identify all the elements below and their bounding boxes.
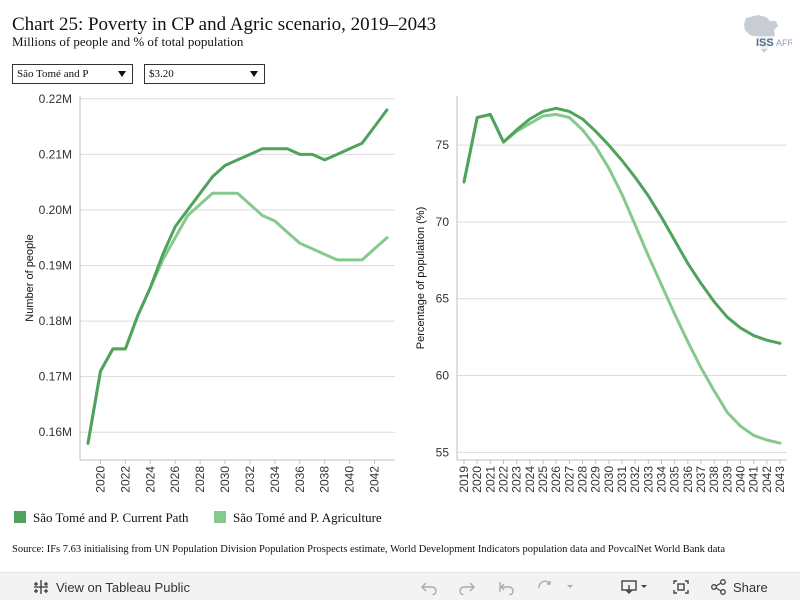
x-tick-label: 2043 bbox=[773, 466, 787, 493]
x-tick-label: 2042 bbox=[760, 466, 774, 493]
x-tick-label: 2036 bbox=[681, 466, 695, 493]
y-tick-label: 70 bbox=[436, 215, 450, 229]
tableau-logo-icon bbox=[34, 580, 48, 594]
series-line bbox=[462, 112, 782, 445]
share-icon[interactable] bbox=[710, 579, 728, 595]
y-tick-label: 0.20M bbox=[39, 203, 72, 217]
x-tick-label: 2025 bbox=[536, 466, 550, 493]
x-tick-label: 2026 bbox=[168, 466, 182, 493]
legend-label: São Tomé and P. Current Path bbox=[33, 510, 189, 525]
x-tick-label: 2035 bbox=[668, 466, 682, 493]
x-tick-label: 2030 bbox=[218, 466, 232, 493]
x-tick-label: 2042 bbox=[368, 466, 382, 493]
y-tick-label: 0.21M bbox=[39, 147, 72, 161]
chart-subtitle: Millions of people and % of total popula… bbox=[12, 34, 244, 49]
svg-text:AFRICA: AFRICA bbox=[776, 38, 792, 48]
revert-icon[interactable] bbox=[498, 579, 516, 595]
series-line bbox=[462, 106, 782, 345]
tableau-toolbar: View on Tableau Public Share bbox=[0, 572, 800, 600]
legend-item-current-path[interactable]: São Tomé and P. Current Path bbox=[14, 510, 189, 528]
x-tick-label: 2027 bbox=[562, 466, 576, 493]
x-tick-label: 2030 bbox=[602, 466, 616, 493]
country-dropdown-value: São Tomé and P bbox=[17, 68, 89, 80]
x-tick-label: 2021 bbox=[483, 466, 497, 493]
undo-icon[interactable] bbox=[420, 579, 438, 595]
x-tick-label: 2036 bbox=[293, 466, 307, 493]
legend-item-agriculture[interactable]: São Tomé and P. Agriculture bbox=[214, 510, 382, 528]
x-tick-label: 2034 bbox=[655, 466, 669, 493]
fullscreen-icon[interactable] bbox=[672, 579, 690, 595]
poverty-line-dropdown[interactable]: $3.20 bbox=[144, 64, 265, 84]
x-tick-label: 2037 bbox=[694, 466, 708, 493]
x-tick-label: 2020 bbox=[93, 466, 107, 493]
refresh-icon[interactable] bbox=[536, 579, 576, 595]
y-tick-label: 75 bbox=[436, 138, 450, 152]
x-tick-label: 2023 bbox=[510, 466, 524, 493]
y-tick-label: 0.16M bbox=[39, 425, 72, 439]
y-tick-label: 65 bbox=[436, 292, 450, 306]
series-line bbox=[86, 108, 389, 445]
x-tick-label: 2026 bbox=[549, 466, 563, 493]
x-tick-label: 2040 bbox=[734, 466, 748, 493]
legend-swatch bbox=[214, 511, 226, 523]
poverty-line-dropdown-value: $3.20 bbox=[149, 68, 174, 80]
caret-down-icon bbox=[118, 71, 126, 77]
x-tick-label: 2028 bbox=[193, 466, 207, 493]
y-axis-title: Number of people bbox=[24, 234, 36, 321]
series-line bbox=[86, 191, 389, 445]
x-tick-label: 2040 bbox=[343, 466, 357, 493]
x-tick-label: 2024 bbox=[143, 466, 157, 493]
legend-swatch bbox=[14, 511, 26, 523]
x-tick-label: 2034 bbox=[268, 466, 282, 493]
x-tick-label: 2038 bbox=[707, 466, 721, 493]
y-tick-label: 60 bbox=[436, 369, 450, 383]
x-tick-label: 2039 bbox=[720, 466, 734, 493]
redo-icon[interactable] bbox=[458, 579, 476, 595]
view-on-tableau-link[interactable]: View on Tableau Public bbox=[56, 580, 190, 595]
svg-text:ISS: ISS bbox=[756, 37, 774, 49]
chart-title: Chart 25: Poverty in CP and Agric scenar… bbox=[12, 14, 437, 35]
caret-down-icon bbox=[250, 71, 258, 77]
x-tick-label: 2022 bbox=[497, 466, 511, 493]
x-tick-label: 2028 bbox=[576, 466, 590, 493]
x-tick-label: 2024 bbox=[523, 466, 537, 493]
y-tick-label: 0.22M bbox=[39, 92, 72, 106]
y-tick-label: 55 bbox=[436, 445, 450, 459]
x-tick-label: 2031 bbox=[615, 466, 629, 493]
share-button[interactable]: Share bbox=[733, 580, 768, 595]
y-axis-title: Percentage of population (%) bbox=[415, 207, 427, 349]
source-note: Source: IFs 7.63 initialising from UN Po… bbox=[12, 544, 725, 555]
legend-label: São Tomé and P. Agriculture bbox=[233, 510, 382, 525]
country-dropdown[interactable]: São Tomé and P bbox=[12, 64, 133, 84]
x-tick-label: 2032 bbox=[243, 466, 257, 493]
x-tick-label: 2038 bbox=[318, 466, 332, 493]
x-tick-label: 2022 bbox=[118, 466, 132, 493]
y-tick-label: 0.18M bbox=[39, 314, 72, 328]
africa-logo-icon: ISS AFRICA bbox=[744, 15, 792, 53]
x-tick-label: 2019 bbox=[457, 466, 471, 493]
y-tick-label: 0.17M bbox=[39, 370, 72, 384]
x-tick-label: 2029 bbox=[589, 466, 603, 493]
number-of-people-chart: 0.16M 0.17M 0.18M 0.19M 0.20M 0.21M 0.22M 2020 2… bbox=[24, 92, 395, 493]
x-tick-label: 2020 bbox=[470, 466, 484, 493]
x-tick-label: 2033 bbox=[641, 466, 655, 493]
y-tick-label: 0.19M bbox=[39, 258, 72, 272]
x-tick-label: 2041 bbox=[747, 466, 761, 493]
x-tick-label: 2032 bbox=[628, 466, 642, 493]
download-icon[interactable] bbox=[620, 579, 652, 595]
